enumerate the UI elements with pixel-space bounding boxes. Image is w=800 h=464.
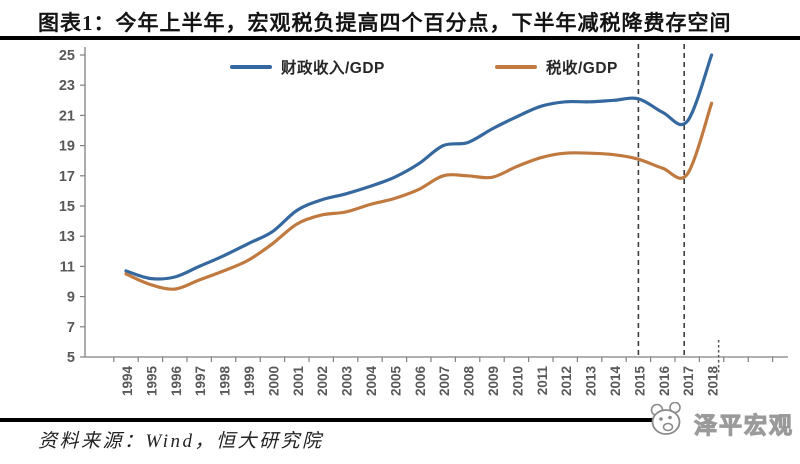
svg-text:2011: 2011 — [535, 366, 550, 396]
svg-text:15: 15 — [59, 199, 75, 215]
legend-label-fiscal: 财政收入/GDP — [281, 60, 385, 77]
svg-text:2008: 2008 — [462, 366, 477, 397]
panda-face-icon — [650, 402, 681, 435]
legend: 财政收入/GDP 税收/GDP — [0, 56, 800, 78]
logo-text: 泽平宏观 — [694, 412, 794, 439]
svg-text:2003: 2003 — [340, 366, 355, 397]
svg-text:2007: 2007 — [437, 366, 452, 396]
svg-text:21: 21 — [59, 108, 75, 124]
svg-text:11: 11 — [60, 259, 75, 275]
fiscal-line-swatch — [230, 65, 272, 69]
svg-text:2013: 2013 — [584, 366, 599, 397]
legend-item-tax: 税收/GDP — [495, 56, 618, 78]
svg-text:1998: 1998 — [218, 366, 233, 397]
tax-line-swatch — [495, 65, 537, 69]
svg-text:2012: 2012 — [559, 366, 574, 396]
svg-text:25: 25 — [59, 48, 75, 64]
svg-text:2001: 2001 — [291, 366, 306, 397]
svg-text:5: 5 — [67, 350, 75, 366]
svg-text:17: 17 — [59, 169, 75, 185]
svg-text:2015: 2015 — [632, 366, 647, 397]
svg-text:2010: 2010 — [510, 366, 525, 396]
svg-text:1996: 1996 — [169, 366, 184, 397]
svg-text:19: 19 — [59, 139, 75, 155]
svg-text:13: 13 — [59, 229, 75, 245]
svg-text:2000: 2000 — [266, 366, 281, 396]
svg-text:7: 7 — [67, 320, 75, 336]
svg-text:2004: 2004 — [364, 366, 379, 397]
svg-text:2006: 2006 — [413, 366, 428, 397]
svg-text:2005: 2005 — [388, 366, 403, 397]
svg-text:2014: 2014 — [608, 366, 623, 397]
svg-text:2018: 2018 — [706, 366, 721, 397]
svg-text:1999: 1999 — [242, 366, 257, 396]
legend-label-tax: 税收/GDP — [546, 60, 618, 77]
svg-text:2017: 2017 — [681, 366, 696, 396]
source-note: 资料来源：Wind，恒大研究院 — [38, 431, 324, 452]
svg-text:9: 9 — [67, 290, 75, 306]
svg-text:2016: 2016 — [657, 366, 672, 397]
svg-text:23: 23 — [59, 78, 75, 94]
svg-text:1994: 1994 — [120, 366, 135, 397]
chart-title: 图表1：今年上半年，宏观税负提高四个百分点，下半年减税降费存空间 — [38, 11, 732, 35]
legend-item-fiscal-revenue: 财政收入/GDP — [230, 56, 385, 78]
svg-text:2009: 2009 — [486, 366, 501, 396]
svg-text:1997: 1997 — [193, 366, 208, 396]
zeping-macro-logo: 泽平宏观 — [648, 400, 798, 442]
svg-text:2002: 2002 — [315, 366, 330, 396]
footer-rule — [0, 418, 654, 422]
svg-text:1995: 1995 — [144, 366, 159, 397]
title-underline-rule — [0, 36, 800, 40]
